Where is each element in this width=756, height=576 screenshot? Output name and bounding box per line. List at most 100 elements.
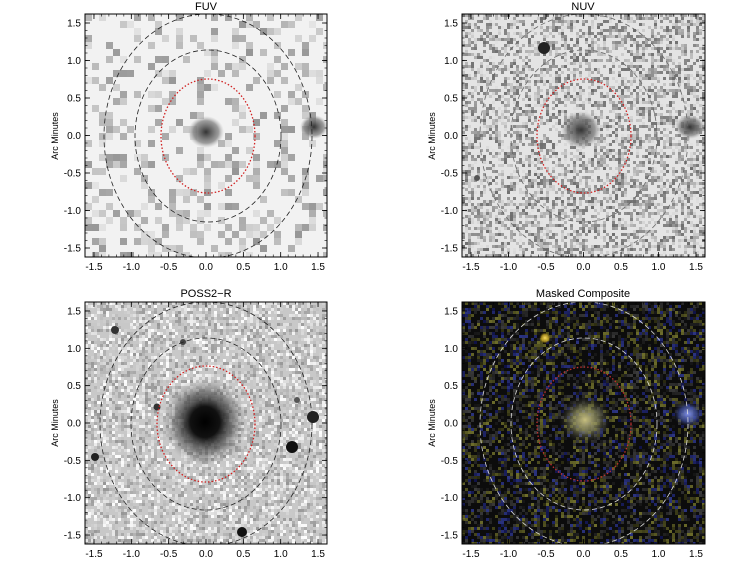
noise-pixel: [636, 47, 639, 50]
noise-pixel: [151, 305, 154, 308]
noise-pixel: [609, 110, 612, 113]
noise-pixel: [594, 104, 597, 107]
noise-pixel: [696, 254, 699, 257]
noise-pixel: [579, 89, 582, 92]
noise-pixel: [564, 113, 567, 116]
noise-pixel: [157, 338, 160, 341]
noise-pixel: [498, 95, 501, 98]
noise-pixel: [232, 326, 235, 329]
noise-pixel: [549, 242, 552, 245]
noise-pixel: [99, 119, 106, 126]
noise-pixel: [615, 191, 618, 194]
noise-pixel: [690, 53, 693, 56]
noise-pixel: [552, 86, 555, 89]
noise-pixel: [648, 137, 651, 140]
noise-pixel: [600, 53, 603, 56]
noise-pixel: [609, 26, 612, 29]
noise-pixel: [537, 233, 540, 236]
noise-pixel: [672, 152, 675, 155]
noise-pixel: [645, 155, 648, 158]
noise-pixel: [684, 248, 687, 251]
noise-pixel: [570, 56, 573, 59]
noise-pixel: [564, 77, 567, 80]
noise-pixel: [543, 38, 546, 41]
noise-pixel: [630, 38, 633, 41]
noise-pixel: [525, 80, 528, 83]
noise-pixel: [681, 212, 684, 215]
noise-pixel: [621, 191, 624, 194]
noise-pixel: [474, 74, 477, 77]
noise-pixel: [226, 305, 229, 308]
noise-pixel: [564, 221, 567, 224]
noise-pixel: [260, 49, 267, 56]
noise-pixel: [564, 47, 567, 50]
noise-pixel: [281, 126, 288, 133]
noise-pixel: [166, 329, 169, 332]
noise-pixel: [525, 125, 528, 128]
noise-pixel: [573, 155, 576, 158]
noise-pixel: [657, 59, 660, 62]
noise-pixel: [579, 95, 582, 98]
noise-pixel: [654, 59, 657, 62]
noise-pixel: [462, 71, 465, 74]
noise-pixel: [247, 311, 250, 314]
noise-pixel: [612, 95, 615, 98]
noise-pixel: [543, 17, 546, 20]
noise-pixel: [498, 32, 501, 35]
noise-pixel: [693, 38, 696, 41]
noise-pixel: [660, 152, 663, 155]
noise-pixel: [558, 224, 561, 227]
noise-pixel: [594, 113, 597, 116]
noise-pixel: [246, 84, 253, 91]
noise-pixel: [501, 242, 504, 245]
noise-pixel: [483, 221, 486, 224]
noise-pixel: [120, 91, 127, 98]
noise-pixel: [672, 74, 675, 77]
noise-pixel: [624, 98, 627, 101]
noise-pixel: [99, 112, 106, 119]
noise-pixel: [609, 98, 612, 101]
noise-pixel: [115, 314, 118, 317]
noise-pixel: [121, 341, 124, 344]
noise-pixel: [310, 308, 313, 311]
noise-pixel: [678, 32, 681, 35]
noise-pixel: [609, 59, 612, 62]
noise-pixel: [669, 83, 672, 86]
noise-pixel: [693, 20, 696, 23]
noise-pixel: [558, 17, 561, 20]
noise-pixel: [612, 155, 615, 158]
noise-pixel: [555, 251, 558, 254]
noise-pixel: [477, 212, 480, 215]
noise-pixel: [531, 122, 534, 125]
noise-pixel: [645, 47, 648, 50]
noise-pixel: [546, 233, 549, 236]
noise-pixel: [576, 68, 579, 71]
noise-pixel: [573, 74, 576, 77]
noise-pixel: [154, 305, 157, 308]
noise-pixel: [675, 26, 678, 29]
noise-pixel: [594, 101, 597, 104]
panel-title: FUV: [195, 1, 218, 13]
noise-pixel: [618, 176, 621, 179]
noise-pixel: [204, 70, 211, 77]
noise-pixel: [642, 68, 645, 71]
noise-pixel: [181, 302, 184, 305]
noise-pixel: [528, 239, 531, 242]
noise-pixel: [561, 239, 564, 242]
noise-pixel: [99, 133, 106, 140]
noise-pixel: [267, 63, 274, 70]
noise-pixel: [471, 29, 474, 32]
noise-pixel: [528, 137, 531, 140]
noise-pixel: [197, 77, 204, 84]
noise-pixel: [570, 47, 573, 50]
noise-pixel: [579, 179, 582, 182]
noise-pixel: [256, 305, 259, 308]
noise-pixel: [642, 86, 645, 89]
noise-pixel: [573, 56, 576, 59]
noise-pixel: [480, 221, 483, 224]
noise-pixel: [492, 245, 495, 248]
noise-pixel: [323, 189, 327, 196]
noise-pixel: [268, 326, 271, 329]
noise-pixel: [109, 341, 112, 344]
noise-pixel: [92, 105, 99, 112]
